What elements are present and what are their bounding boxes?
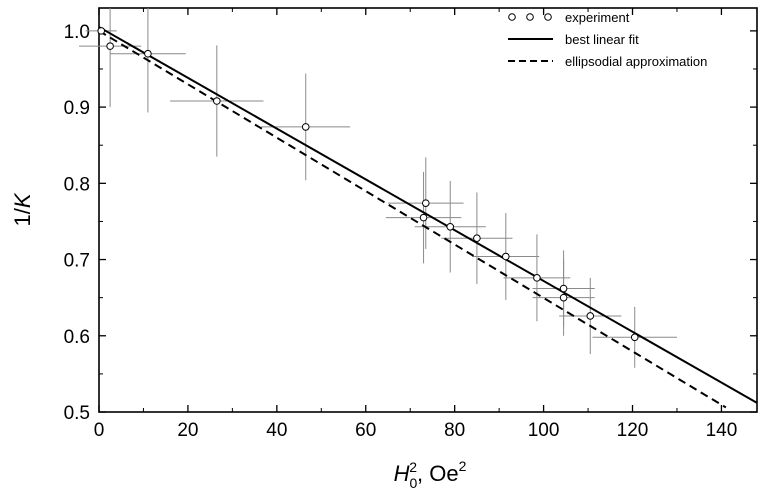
data-point bbox=[301, 123, 310, 131]
y-axis: 0.5 0.6 0.7 0.8 0.9 1.0 bbox=[64, 22, 757, 424]
legend-marker-experiment bbox=[508, 13, 516, 21]
legend-marker-experiment bbox=[526, 13, 534, 21]
data-point bbox=[446, 222, 455, 231]
data-point bbox=[144, 49, 152, 58]
x-tick-label: 100 bbox=[528, 420, 560, 441]
data-point bbox=[502, 252, 510, 261]
x-tick-label: 0 bbox=[94, 420, 105, 441]
data-point bbox=[97, 27, 106, 35]
y-tick-label: 0.6 bbox=[64, 327, 90, 348]
legend: experiment best linear fit ellipsodial a… bbox=[508, 10, 707, 69]
series-lines bbox=[98, 26, 758, 409]
data-points bbox=[97, 27, 639, 342]
y-tick-label: 0.7 bbox=[64, 251, 90, 272]
ellipsoidal-approximation-line bbox=[98, 30, 727, 409]
x-tick-label: 60 bbox=[355, 420, 376, 441]
y-tick-label: 1.0 bbox=[64, 22, 90, 43]
data-point bbox=[559, 284, 568, 293]
best-linear-fit-line bbox=[98, 26, 758, 404]
data-point bbox=[559, 293, 568, 302]
x-tick-label: 20 bbox=[177, 420, 198, 441]
x-axis-title: H02, Oe2 bbox=[394, 458, 467, 489]
y-tick-label: 0.9 bbox=[64, 98, 90, 119]
x-tick-label: 80 bbox=[444, 420, 465, 441]
legend-label-experiment: experiment bbox=[565, 10, 630, 25]
data-point bbox=[586, 312, 595, 320]
data-point bbox=[213, 97, 221, 105]
x-tick-label: 140 bbox=[706, 420, 738, 441]
data-point bbox=[106, 42, 114, 50]
y-tick-label: 0.8 bbox=[64, 174, 90, 195]
y-tick-label: 0.5 bbox=[64, 403, 90, 424]
x-axis: 0 20 40 60 80 100 120 140 bbox=[94, 8, 738, 441]
x-tick-label: 40 bbox=[266, 420, 287, 441]
y-axis-title: 1/K bbox=[10, 192, 35, 226]
plot-frame bbox=[98, 7, 758, 413]
data-point bbox=[533, 274, 541, 282]
legend-label-fit: best linear fit bbox=[565, 32, 639, 47]
legend-label-approx: ellipsodial approximation bbox=[565, 54, 707, 69]
data-point bbox=[419, 213, 428, 222]
x-tick-label: 120 bbox=[617, 420, 649, 441]
data-point bbox=[630, 333, 639, 342]
data-point bbox=[473, 234, 481, 243]
data-point bbox=[421, 199, 430, 207]
legend-marker-experiment bbox=[544, 13, 552, 21]
